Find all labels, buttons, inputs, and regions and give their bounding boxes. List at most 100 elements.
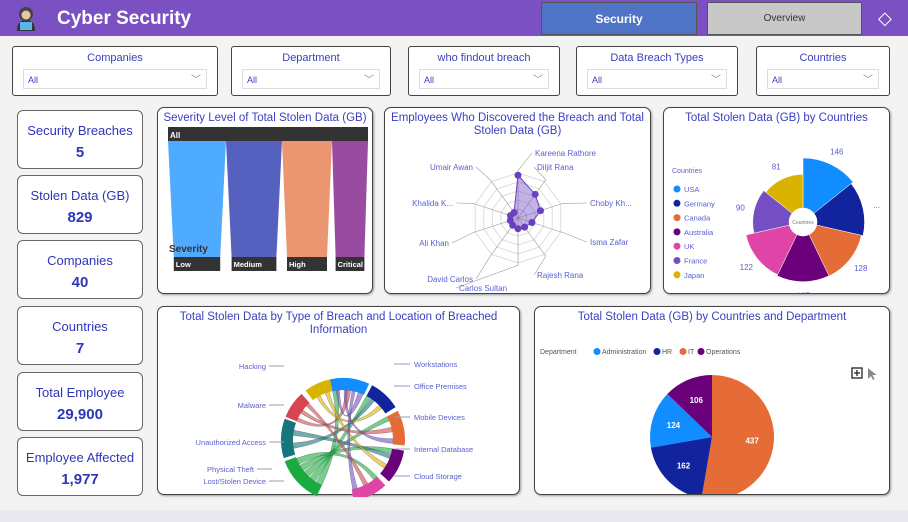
radar-point: [514, 225, 522, 233]
focus-mode-icon-plus: [854, 370, 860, 376]
pie-slice-administration: [650, 393, 712, 448]
pie-data-label: 106: [690, 396, 704, 405]
kpi-card: Total Employee 29,900: [17, 372, 143, 431]
pie-data-label: 124: [667, 421, 681, 430]
radar-point: [531, 190, 539, 198]
department-pie-title: Total Stolen Data (GB) by Countries and …: [577, 311, 847, 323]
slicer-who-findout-breach: who findout breach All ﹀: [408, 46, 560, 96]
nav-overview-button[interactable]: Overview: [707, 2, 862, 35]
radar-axis-label: David Carlos: [427, 275, 473, 284]
pie-data-label: 162: [677, 462, 691, 471]
chord-arc-target: [351, 476, 386, 502]
radar-point: [536, 207, 544, 215]
radar-point: [514, 171, 522, 179]
radar-axis-label: Isma Zafar: [590, 238, 629, 247]
severity-level-label: Severity: [169, 244, 208, 255]
chord-arc-target: [387, 410, 405, 446]
legend-marker: [673, 185, 681, 193]
rose-data-label: 81: [772, 162, 781, 171]
severity-node-bar: [231, 257, 277, 271]
legend-item: Canada: [684, 214, 711, 223]
chord-ribbon: [335, 389, 364, 417]
slicer-value: All: [424, 75, 435, 85]
legend-marker: [697, 348, 705, 355]
radar-axis: [475, 166, 519, 219]
legend-marker: [673, 214, 681, 222]
slicer-countries: Countries All ﹀: [756, 46, 890, 96]
radar-axis-label: Rajesh Rana: [537, 271, 584, 280]
rose-segment-canada: [808, 224, 862, 277]
slicer-dropdown[interactable]: All ﹀: [587, 69, 727, 89]
chevron-down-icon: ﹀: [711, 75, 721, 86]
chord-source-label: Lost/Stolen Device: [203, 477, 266, 486]
slicer-companies: Companies All ﹀: [12, 46, 218, 96]
footer-bar: [0, 510, 908, 522]
rose-data-label: 127: [796, 292, 810, 293]
radar-axis: [475, 217, 519, 280]
chord-source-label: Unauthorized Access: [196, 438, 267, 447]
rose-data-label: ...: [873, 201, 880, 210]
chord-source-label: Malware: [238, 401, 266, 410]
slicer-dropdown[interactable]: All ﹀: [419, 69, 549, 89]
hacker-avatar-icon: [17, 7, 35, 31]
slicer-label: Countries: [799, 52, 847, 64]
kpi-label: Countries: [52, 319, 108, 334]
rose-segment-japan: [765, 174, 804, 214]
kpi-label: Security Breaches: [27, 123, 133, 138]
radar-point: [528, 219, 536, 227]
kpi-value: 29,900: [57, 406, 103, 423]
legend-title: Countries: [672, 168, 702, 175]
nav-security-button[interactable]: Security: [541, 2, 697, 35]
rose-segment-usa: [802, 157, 854, 214]
legend-marker: [593, 348, 601, 355]
severity-node-label: Medium: [234, 260, 263, 269]
chord-arc-source: [305, 378, 335, 401]
legend-item: Administration: [602, 349, 646, 356]
radar-axis-label: Carlos Sultan: [459, 284, 507, 293]
radar-chart-title: Employees Who Discovered the Breach and …: [391, 112, 644, 137]
slicer-value: All: [592, 75, 603, 85]
chord-arc-target: [366, 385, 396, 414]
slicer-department: Department All ﹀: [231, 46, 391, 96]
slicer-label: Department: [282, 52, 340, 64]
legend-item: Operations: [706, 349, 741, 356]
slicer-value: All: [28, 75, 39, 85]
legend-title: Department: [540, 349, 577, 356]
severity-node-label: Critical: [338, 260, 363, 269]
kpi-card: Countries 7: [17, 306, 143, 365]
countries-rose-title: Total Stolen Data (GB) by Countries: [685, 112, 868, 124]
legend-item: USA: [684, 185, 699, 194]
radar-axis: [517, 217, 547, 276]
legend-marker: [653, 348, 661, 355]
chord-target-label: Mobile Devices: [414, 413, 465, 422]
header-bar: Cyber Security Security Overview ◇: [0, 0, 908, 36]
slicer-label: Companies: [87, 52, 143, 64]
radar-axis-label: Kareena Rathore: [535, 149, 596, 158]
slicer-label: Data Breach Types: [610, 52, 704, 64]
pie-data-label: 437: [745, 436, 759, 445]
severity-band-low: [168, 141, 226, 257]
slicer-dropdown[interactable]: All ﹀: [23, 69, 207, 89]
kpi-value: 7: [75, 340, 85, 357]
chord-arc-target: [330, 378, 370, 395]
app-title: Cyber Security: [57, 8, 192, 29]
chevron-down-icon: ﹀: [863, 75, 873, 86]
rose-data-label: 128: [854, 264, 868, 273]
rose-segment-uk: [745, 224, 798, 276]
chord-source-label: Hacking: [239, 362, 266, 371]
radar-point: [506, 217, 514, 225]
chord-arc-target: [380, 448, 405, 482]
slicer-label: who findout breach: [437, 52, 531, 64]
legend-marker: [673, 199, 681, 207]
radar-axis: [455, 202, 519, 219]
legend-item: UK: [684, 242, 694, 251]
radar-point: [510, 209, 518, 217]
kpi-card: Stolen Data (GB) 829: [17, 175, 143, 234]
legend-item: Australia: [684, 228, 714, 237]
kpi-label: Stolen Data (GB): [30, 188, 130, 203]
chevron-down-icon: ﹀: [533, 75, 543, 86]
slicer-dropdown[interactable]: All ﹀: [767, 69, 879, 89]
radar-axis-label: Choby Kh...: [590, 199, 632, 208]
slicer-dropdown[interactable]: All ﹀: [242, 69, 380, 89]
eraser-icon[interactable]: ◇: [878, 8, 892, 28]
